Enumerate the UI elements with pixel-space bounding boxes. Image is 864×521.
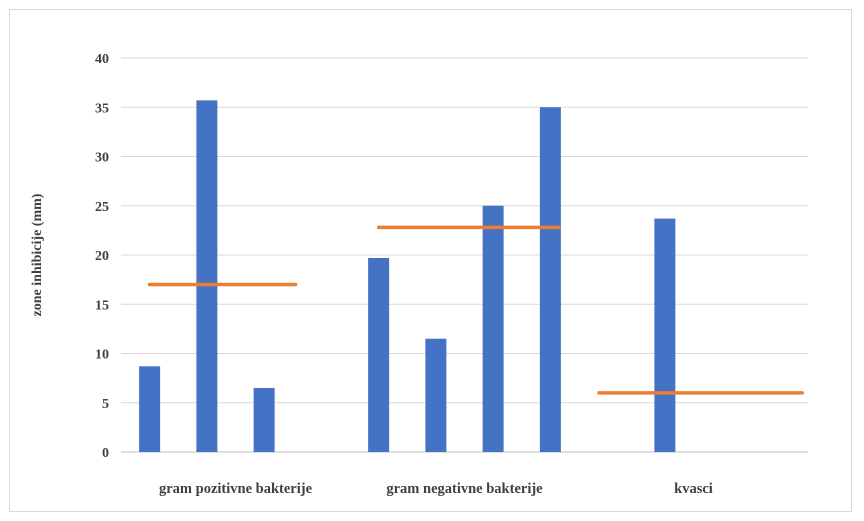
x-category-label: gram pozitivne bakterije <box>159 481 313 497</box>
y-tick-label: 25 <box>95 200 109 215</box>
y-tick-label: 35 <box>95 101 109 116</box>
bar <box>539 107 561 452</box>
x-axis-category-labels: gram pozitivne bakterije gram negativne b… <box>159 481 713 497</box>
bar <box>482 205 504 452</box>
y-tick-label: 30 <box>95 151 109 166</box>
bar <box>253 387 275 452</box>
x-category-label: kvasci <box>674 481 713 497</box>
y-axis-ticks: 0 5 10 15 20 25 30 35 40 <box>95 52 109 461</box>
bar <box>654 218 676 452</box>
y-tick-label: 0 <box>102 446 109 461</box>
y-tick-label: 20 <box>95 249 109 264</box>
bar <box>196 100 218 452</box>
bars <box>139 100 676 452</box>
bar <box>139 366 161 452</box>
y-tick-label: 15 <box>95 298 109 313</box>
grid-lines <box>121 57 808 453</box>
y-tick-label: 10 <box>95 348 109 363</box>
y-axis-label: zone inhibicije (mm) <box>30 193 45 316</box>
bar <box>368 257 390 452</box>
y-tick-label: 40 <box>95 52 109 67</box>
x-category-label: gram negativne bakterije <box>386 481 543 497</box>
bar <box>425 338 447 452</box>
y-tick-label: 5 <box>102 397 109 412</box>
reference-lines <box>147 225 805 395</box>
